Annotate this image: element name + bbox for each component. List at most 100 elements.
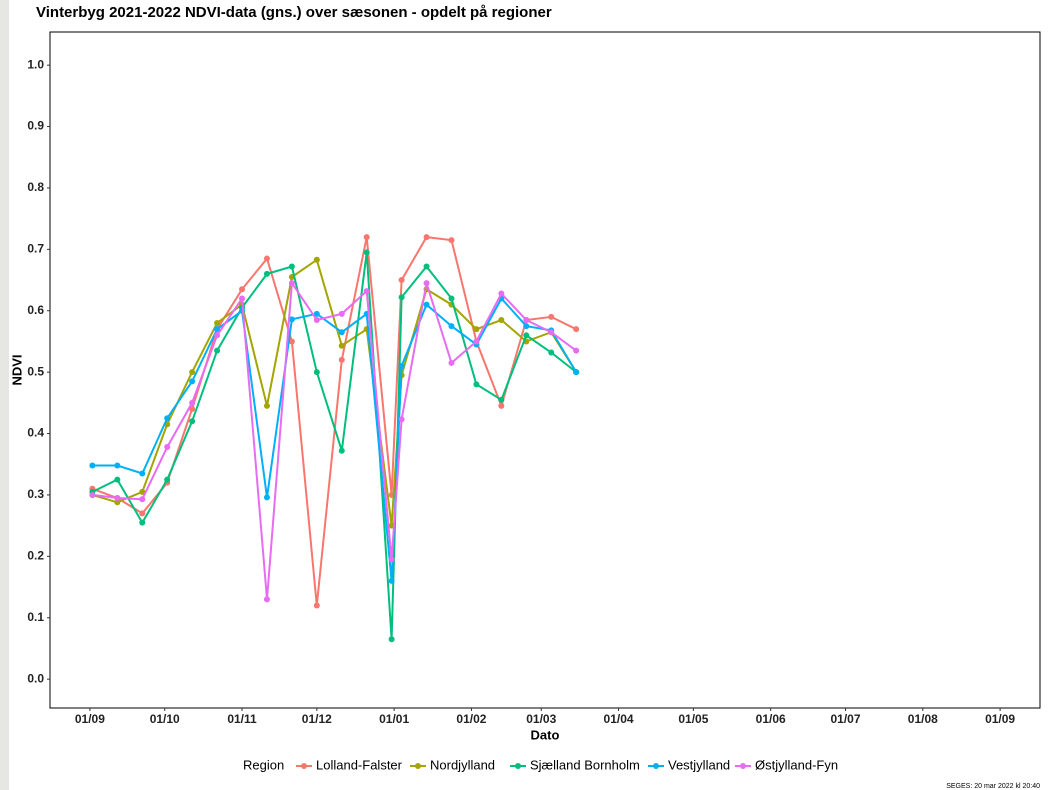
data-point — [523, 332, 530, 339]
data-point — [139, 519, 146, 526]
data-point — [189, 378, 196, 385]
data-point — [164, 476, 171, 483]
y-tick-label: 0.4 — [27, 426, 44, 440]
data-point — [523, 316, 530, 323]
y-tick-label: 0.3 — [27, 487, 44, 501]
data-point — [288, 316, 295, 323]
data-point — [523, 323, 530, 330]
legend-title: Region — [243, 757, 284, 772]
legend-label: Lolland-Falster — [316, 757, 403, 772]
plot-panel — [49, 31, 1041, 709]
data-point — [423, 280, 430, 287]
data-point — [263, 494, 270, 501]
x-axis-title: Dato — [531, 727, 560, 742]
data-point — [398, 277, 405, 284]
legend-key-point — [515, 763, 521, 769]
data-point — [214, 332, 221, 339]
x-tick-label: 01/04 — [604, 712, 634, 726]
data-point — [313, 602, 320, 609]
data-point — [448, 359, 455, 366]
y-tick-label: 0.1 — [27, 610, 44, 624]
legend-key-point — [740, 763, 746, 769]
data-point — [423, 234, 430, 241]
data-point — [239, 286, 246, 293]
data-point — [89, 462, 96, 469]
data-point — [263, 255, 270, 262]
data-point — [288, 338, 295, 345]
data-point — [114, 495, 121, 502]
footer: SEGES: 20 mar 2022 kl 20:40 — [946, 783, 1040, 790]
data-point — [338, 447, 345, 454]
x-tick-label: 01/02 — [456, 712, 486, 726]
data-point — [89, 491, 96, 498]
data-point — [388, 556, 395, 563]
data-point — [189, 418, 196, 425]
data-point — [338, 310, 345, 317]
data-point — [214, 347, 221, 354]
data-point — [288, 263, 295, 270]
y-tick-label: 0.6 — [27, 303, 44, 317]
data-point — [139, 496, 146, 503]
data-point — [263, 402, 270, 409]
data-point — [313, 369, 320, 376]
data-point — [473, 338, 480, 345]
y-tick-label: 0.0 — [27, 671, 44, 685]
data-point — [164, 415, 171, 422]
data-point — [388, 636, 395, 643]
data-point — [263, 270, 270, 277]
data-point — [473, 381, 480, 388]
legend-key-point — [301, 763, 307, 769]
x-tick-label: 01/10 — [150, 712, 180, 726]
x-tick-label: 01/06 — [756, 712, 786, 726]
data-point — [164, 444, 171, 451]
data-point — [139, 510, 146, 517]
data-point — [548, 349, 555, 356]
data-point — [398, 416, 405, 423]
data-point — [288, 280, 295, 287]
y-tick-label: 0.7 — [27, 242, 44, 256]
data-point — [473, 326, 480, 333]
data-point — [214, 326, 221, 333]
legend-key-point — [653, 763, 659, 769]
legend-label: Sjælland Bornholm — [530, 757, 640, 772]
data-point — [363, 234, 370, 241]
data-point — [338, 329, 345, 336]
data-point — [398, 363, 405, 370]
y-tick-label: 0.8 — [27, 180, 44, 194]
data-point — [313, 256, 320, 263]
data-point — [448, 237, 455, 244]
data-point — [498, 402, 505, 409]
data-point — [548, 329, 555, 336]
data-point — [114, 462, 121, 469]
data-point — [189, 405, 196, 412]
data-point — [263, 596, 270, 603]
x-tick-label: 01/05 — [678, 712, 708, 726]
data-point — [498, 396, 505, 403]
data-point — [114, 499, 121, 506]
data-point — [189, 369, 196, 376]
data-point — [139, 488, 146, 495]
data-point — [423, 263, 430, 270]
x-tick-label: 01/11 — [227, 712, 257, 726]
data-point — [139, 470, 146, 477]
data-point — [398, 294, 405, 301]
data-point — [363, 288, 370, 295]
legend-key-point — [415, 763, 421, 769]
data-point — [448, 323, 455, 330]
data-point — [448, 295, 455, 302]
x-tick-label: 01/01 — [379, 712, 409, 726]
x-tick-label: 01/12 — [302, 712, 332, 726]
data-point — [214, 320, 221, 327]
data-point — [239, 295, 246, 302]
y-tick-label: 1.0 — [27, 57, 44, 71]
legend-label: Østjylland-Fyn — [755, 757, 838, 772]
data-point — [388, 577, 395, 584]
legend-label: Nordjylland — [430, 757, 495, 772]
data-point — [573, 369, 580, 376]
data-point — [363, 249, 370, 256]
data-point — [313, 316, 320, 323]
y-tick-label: 0.2 — [27, 549, 44, 563]
y-tick-label: 0.9 — [27, 119, 44, 133]
data-point — [114, 476, 121, 483]
